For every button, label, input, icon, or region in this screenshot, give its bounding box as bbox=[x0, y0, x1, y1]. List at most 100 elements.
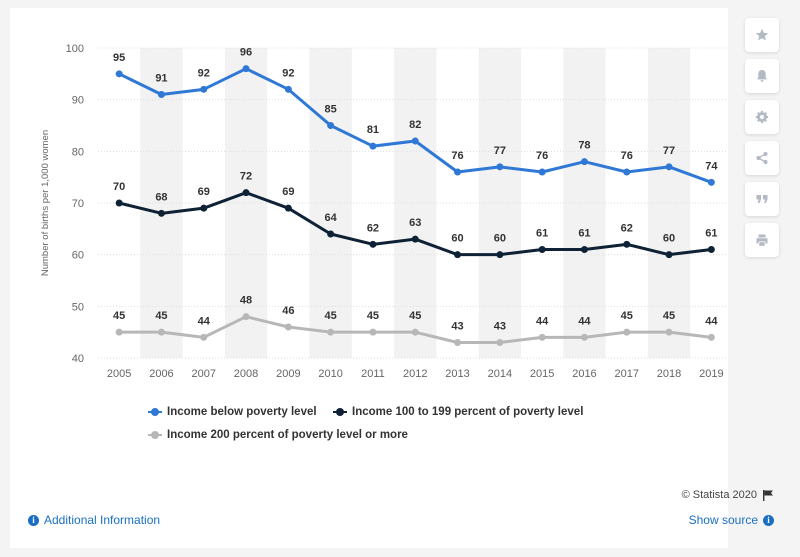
y-tick-label: 90 bbox=[72, 95, 84, 107]
data-point[interactable] bbox=[242, 65, 250, 73]
cite-button[interactable] bbox=[745, 182, 779, 216]
data-point[interactable] bbox=[284, 323, 292, 331]
data-point[interactable] bbox=[454, 251, 462, 259]
data-point[interactable] bbox=[538, 168, 546, 176]
data-point[interactable] bbox=[242, 189, 250, 197]
legend-item-series-1[interactable]: Income below poverty level bbox=[148, 406, 317, 418]
data-point[interactable] bbox=[327, 328, 335, 336]
data-point[interactable] bbox=[157, 91, 165, 98]
data-label: 45 bbox=[621, 310, 633, 322]
data-point[interactable] bbox=[496, 251, 504, 259]
legend-swatch bbox=[148, 430, 162, 440]
data-label: 77 bbox=[494, 145, 506, 157]
data-point[interactable] bbox=[580, 158, 588, 166]
bell-icon bbox=[756, 70, 768, 82]
data-point[interactable] bbox=[411, 328, 419, 336]
data-label: 45 bbox=[367, 310, 379, 322]
data-label: 44 bbox=[578, 315, 591, 327]
data-point[interactable] bbox=[157, 328, 165, 336]
data-label: 77 bbox=[663, 145, 675, 157]
data-label: 95 bbox=[113, 52, 125, 64]
data-label: 92 bbox=[282, 67, 294, 79]
flag-icon[interactable] bbox=[762, 489, 774, 501]
quote-icon bbox=[756, 195, 768, 203]
data-point[interactable] bbox=[454, 168, 462, 176]
data-label: 60 bbox=[451, 233, 463, 245]
data-label: 69 bbox=[198, 186, 210, 198]
data-label: 61 bbox=[536, 228, 548, 240]
x-tick-label: 2010 bbox=[318, 368, 342, 380]
data-label: 60 bbox=[494, 233, 506, 245]
data-point[interactable] bbox=[665, 251, 673, 259]
data-point[interactable] bbox=[200, 333, 208, 341]
statista-credit[interactable]: © Statista 2020 bbox=[682, 489, 774, 501]
data-point[interactable] bbox=[623, 240, 631, 248]
data-label: 68 bbox=[155, 191, 167, 203]
favorite-button[interactable] bbox=[745, 18, 779, 52]
data-label: 43 bbox=[451, 321, 463, 333]
data-point[interactable] bbox=[538, 246, 546, 253]
data-label: 45 bbox=[113, 310, 125, 322]
data-point[interactable] bbox=[707, 333, 715, 341]
y-tick-label: 80 bbox=[72, 146, 84, 158]
data-point[interactable] bbox=[157, 209, 165, 217]
data-point[interactable] bbox=[707, 246, 715, 253]
print-button[interactable] bbox=[745, 223, 779, 257]
chart-card bbox=[10, 8, 728, 548]
settings-button[interactable] bbox=[745, 100, 779, 134]
y-tick-label: 50 bbox=[72, 301, 84, 313]
legend-item-series-2[interactable]: Income 100 to 199 percent of poverty lev… bbox=[333, 406, 583, 418]
data-point[interactable] bbox=[454, 339, 462, 346]
data-label: 62 bbox=[621, 222, 633, 234]
data-label: 85 bbox=[325, 104, 337, 116]
data-point[interactable] bbox=[707, 178, 715, 186]
star-icon bbox=[755, 28, 769, 41]
data-point[interactable] bbox=[496, 163, 504, 171]
data-point[interactable] bbox=[200, 85, 208, 93]
x-tick-label: 2007 bbox=[192, 368, 216, 380]
data-label: 44 bbox=[536, 315, 549, 327]
data-label: 45 bbox=[663, 310, 675, 322]
y-tick-label: 40 bbox=[72, 353, 84, 365]
data-point[interactable] bbox=[580, 333, 588, 341]
data-label: 74 bbox=[705, 160, 718, 172]
data-point[interactable] bbox=[623, 168, 631, 176]
data-point[interactable] bbox=[284, 204, 292, 212]
data-point[interactable] bbox=[665, 163, 673, 171]
x-tick-label: 2005 bbox=[107, 368, 131, 380]
x-tick-label: 2008 bbox=[234, 368, 258, 380]
additional-information-link[interactable]: i Additional Information bbox=[28, 513, 160, 527]
data-point[interactable] bbox=[115, 70, 123, 78]
x-tick-label: 2018 bbox=[657, 368, 681, 380]
share-button[interactable] bbox=[745, 141, 779, 175]
data-point[interactable] bbox=[327, 230, 335, 238]
print-icon bbox=[756, 234, 768, 246]
data-point[interactable] bbox=[115, 199, 123, 207]
show-source-link[interactable]: Show source i bbox=[689, 513, 774, 527]
data-point[interactable] bbox=[369, 142, 377, 150]
data-point[interactable] bbox=[284, 85, 292, 93]
data-point[interactable] bbox=[369, 328, 377, 336]
x-tick-label: 2019 bbox=[699, 368, 723, 380]
data-point[interactable] bbox=[327, 122, 335, 129]
x-tick-label: 2009 bbox=[276, 368, 300, 380]
notification-button[interactable] bbox=[745, 59, 779, 93]
data-point[interactable] bbox=[242, 313, 250, 321]
data-point[interactable] bbox=[200, 204, 208, 212]
data-point[interactable] bbox=[623, 328, 631, 336]
data-point[interactable] bbox=[665, 328, 673, 336]
legend-swatch bbox=[148, 407, 162, 417]
legend-swatch bbox=[333, 407, 348, 417]
data-point[interactable] bbox=[115, 328, 123, 336]
data-label: 63 bbox=[409, 217, 421, 229]
data-point[interactable] bbox=[580, 246, 588, 253]
data-point[interactable] bbox=[411, 235, 419, 243]
legend-label: Income 200 percent of poverty level or m… bbox=[167, 429, 408, 441]
data-point[interactable] bbox=[411, 137, 419, 145]
data-label: 76 bbox=[536, 150, 548, 162]
data-point[interactable] bbox=[496, 339, 504, 346]
legend-item-series-3[interactable]: Income 200 percent of poverty level or m… bbox=[148, 429, 408, 441]
data-point[interactable] bbox=[369, 240, 377, 248]
data-point[interactable] bbox=[538, 333, 546, 341]
x-tick-label: 2015 bbox=[530, 368, 554, 380]
